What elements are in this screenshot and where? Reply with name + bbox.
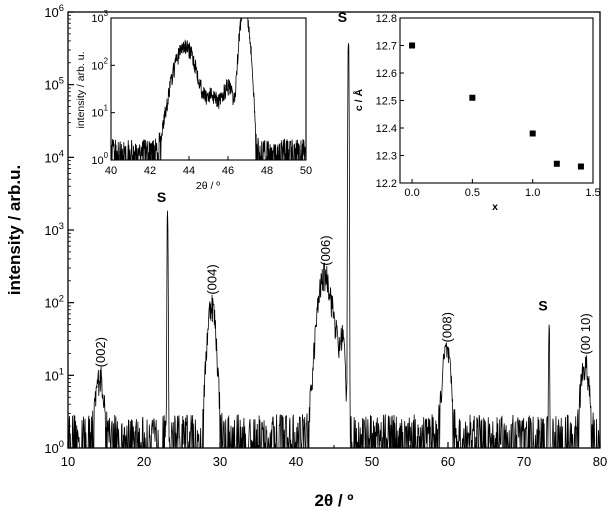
inset2-y-tick-label: 12.8	[376, 13, 397, 25]
inset1-y-tick-label: 101	[91, 104, 108, 120]
peak-label: (002)	[93, 337, 108, 367]
inset2-y-tick-label: 12.3	[376, 151, 397, 163]
inset2-point	[530, 131, 536, 137]
inset2-y-tick-label: 12.7	[376, 41, 397, 53]
inset2-x-tick-label: 1.5	[585, 187, 600, 199]
inset2-y-tick-label: 12.5	[376, 96, 397, 108]
inset2-y-tick-label: 12.6	[376, 68, 397, 80]
right-inset-frame	[400, 18, 593, 183]
substrate-peak-label: S	[538, 297, 547, 313]
x-tick-label: 80	[593, 454, 607, 469]
x-tick-label: 20	[137, 454, 151, 469]
left-inset-frame	[111, 18, 306, 160]
peak-label: (00 10)	[578, 313, 593, 354]
x-tick-label: 70	[517, 454, 531, 469]
y-tick-label: 101	[44, 366, 64, 383]
inset1-x-tick-label: 44	[183, 165, 195, 177]
main-y-axis-title: intensity / arb.u.	[5, 165, 24, 295]
inset2-x-tick-label: 0.5	[465, 187, 480, 199]
x-tick-label: 60	[441, 454, 455, 469]
inset2-point	[554, 161, 560, 167]
inset1-x-tick-label: 46	[222, 165, 234, 177]
y-tick-label: 103	[44, 221, 64, 238]
inset2-y-tick-label: 12.2	[376, 178, 397, 190]
inset2-point	[409, 43, 415, 49]
peak-label: (004)	[205, 264, 220, 294]
x-tick-label: 40	[289, 454, 303, 469]
inset1-x-tick-label: 50	[300, 165, 312, 177]
substrate-peak-label: S	[157, 189, 166, 205]
inset1-y-tick-label: 102	[91, 56, 108, 72]
y-tick-label: 106	[44, 3, 64, 20]
main-x-axis-title: 2θ / º	[314, 491, 353, 510]
left-inset-x-title: 2θ / º	[196, 180, 220, 192]
y-tick-label: 102	[44, 294, 64, 311]
peak-label: (008)	[439, 312, 454, 342]
inset1-x-tick-label: 48	[261, 165, 273, 177]
inset2-point	[578, 164, 584, 170]
inset2-x-tick-label: 0.0	[404, 187, 419, 199]
x-tick-label: 10	[61, 454, 75, 469]
inset2-point	[469, 95, 475, 101]
substrate-peak-label: S	[338, 9, 347, 25]
right-inset-y-title: c / Å	[352, 89, 365, 112]
y-tick-label: 104	[44, 148, 64, 165]
left-inset-y-title: intensity / arb. u.	[75, 51, 87, 128]
inset1-x-tick-label: 42	[144, 165, 156, 177]
x-tick-label: 30	[213, 454, 227, 469]
inset1-x-tick-label: 40	[105, 165, 117, 177]
y-tick-label: 105	[44, 76, 64, 93]
peak-label: (006)	[318, 235, 333, 265]
inset2-x-tick-label: 1.0	[525, 187, 540, 199]
right-inset-x-title: x	[492, 201, 498, 213]
x-tick-label: 50	[365, 454, 379, 469]
inset2-y-tick-label: 12.4	[376, 123, 397, 135]
